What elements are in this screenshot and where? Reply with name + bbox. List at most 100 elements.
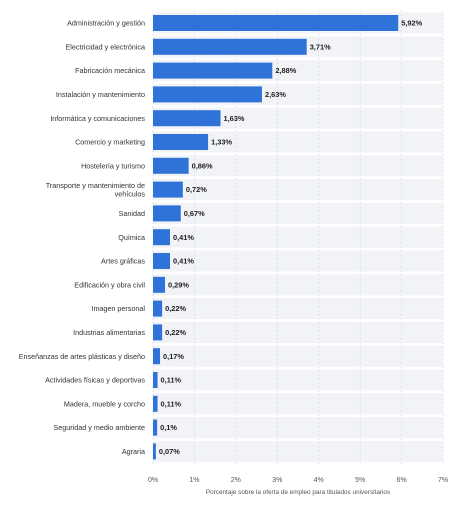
row-band <box>153 131 443 153</box>
category-label: Enseñanzas de artes plásticas y diseño <box>19 352 145 361</box>
category-label-line: Hostelería y turismo <box>81 161 145 170</box>
value-label: 0,67% <box>184 209 205 218</box>
value-label: 1,63% <box>224 114 245 123</box>
category-label-line: Edificación y obra civil <box>74 280 145 289</box>
category-label: Administración y gestión <box>67 19 145 28</box>
category-label: Comercio y marketing <box>75 138 145 147</box>
row-band <box>153 107 443 129</box>
category-label-line: Artes gráficas <box>101 257 145 266</box>
x-tick-label: 7% <box>438 477 448 484</box>
category-label: Edificación y obra civil <box>74 280 145 289</box>
category-label: Seguridad y medio ambiente <box>54 423 146 432</box>
x-tick-label: 4% <box>314 477 324 484</box>
value-label: 0,86% <box>192 161 213 170</box>
bar <box>153 15 399 31</box>
category-label-line: Madera, mueble y corcho <box>64 399 145 408</box>
bar <box>153 276 166 293</box>
value-label: 0,41% <box>173 257 194 266</box>
category-label-line: Informática y comunicaciones <box>50 114 145 123</box>
row-band <box>153 440 443 462</box>
bar <box>153 205 181 222</box>
row-band <box>153 250 443 272</box>
row-band <box>153 226 443 248</box>
category-labels: Administración y gestión Electricidad y e… <box>19 19 146 456</box>
x-axis-ticks: 0% 1% 2% 3% 4% 5% 6% 7% <box>148 477 448 484</box>
bar <box>153 229 170 246</box>
value-label: 3,71% <box>310 42 331 51</box>
category-label-line: Instalación y mantenimiento <box>56 90 145 99</box>
bar <box>153 181 183 198</box>
bar <box>153 157 189 174</box>
row-band <box>153 345 443 367</box>
bar <box>153 86 262 103</box>
bar <box>153 395 158 412</box>
category-label: Fabricación mecánica <box>75 66 145 75</box>
value-label: 0,22% <box>165 328 186 337</box>
category-label-line: Seguridad y medio ambiente <box>54 423 146 432</box>
value-label: 2,88% <box>275 66 296 75</box>
value-label: 0,07% <box>159 447 180 456</box>
category-label-line: Comercio y marketing <box>75 138 145 147</box>
category-label: Madera, mueble y corcho <box>64 399 145 408</box>
category-label-line: Agraria <box>122 447 145 456</box>
category-label-line: Transporte y mantenimiento de <box>46 181 145 190</box>
bar <box>153 372 158 388</box>
category-label-line: Fabricación mecánica <box>75 66 145 75</box>
bar <box>153 110 221 127</box>
category-label: Informática y comunicaciones <box>50 114 145 123</box>
category-label: Agraria <box>122 447 145 456</box>
category-label: Transporte y mantenimiento de vehículos <box>46 181 146 198</box>
x-tick-label: 3% <box>272 477 282 484</box>
value-label: 2,63% <box>265 90 286 99</box>
category-label-line: Imagen personal <box>91 304 145 313</box>
category-label-line: Actividades físicas y deportivas <box>45 376 145 385</box>
value-label: 0,17% <box>163 352 184 361</box>
bar <box>153 300 163 317</box>
row-bands <box>153 12 443 462</box>
value-label: 0,22% <box>165 304 186 313</box>
bar <box>153 443 156 460</box>
category-label-line: Industrias alimentarias <box>73 328 145 337</box>
x-tick-label: 1% <box>189 477 199 484</box>
row-band <box>153 155 443 177</box>
row-band <box>153 179 443 201</box>
category-label-line: Química <box>118 233 145 242</box>
category-label: Artes gráficas <box>101 257 145 266</box>
category-label: Imagen personal <box>91 304 145 313</box>
bar <box>153 419 158 436</box>
bar <box>153 134 209 150</box>
row-band <box>153 369 443 391</box>
value-label: 1,33% <box>211 138 232 147</box>
category-label-line: Administración y gestión <box>67 19 145 28</box>
category-label: Sanidad <box>119 209 145 218</box>
category-label-line: Enseñanzas de artes plásticas y diseño <box>19 352 145 361</box>
row-band <box>153 298 443 320</box>
category-label-line: Sanidad <box>119 209 145 218</box>
category-label: Instalación y mantenimiento <box>56 90 145 99</box>
value-label: 0,29% <box>168 280 189 289</box>
grid-lines <box>152 10 444 466</box>
bar <box>153 253 170 269</box>
row-band <box>153 274 443 296</box>
value-label: 0,1% <box>160 423 177 432</box>
value-label: 0,11% <box>161 399 182 408</box>
bar <box>153 324 163 341</box>
value-labels: 5,92% 3,71% 2,88% 2,63% 1,63% 1,33% 0,86% 0,72%… <box>159 19 423 456</box>
row-band <box>153 202 443 224</box>
x-tick-label: 5% <box>355 477 365 484</box>
value-label: 0,72% <box>186 185 207 194</box>
category-label: Electricidad y electrónica <box>66 42 146 51</box>
bar <box>153 38 307 55</box>
row-band <box>153 393 443 415</box>
value-label: 5,92% <box>401 19 422 28</box>
bar <box>153 62 273 79</box>
category-label-line: Electricidad y electrónica <box>66 42 146 51</box>
bars <box>153 15 399 460</box>
value-label: 0,11% <box>161 376 182 385</box>
bar <box>153 348 161 365</box>
x-tick-label: 0% <box>148 477 158 484</box>
category-label: Química <box>118 233 145 242</box>
category-label: Actividades físicas y deportivas <box>45 376 145 385</box>
